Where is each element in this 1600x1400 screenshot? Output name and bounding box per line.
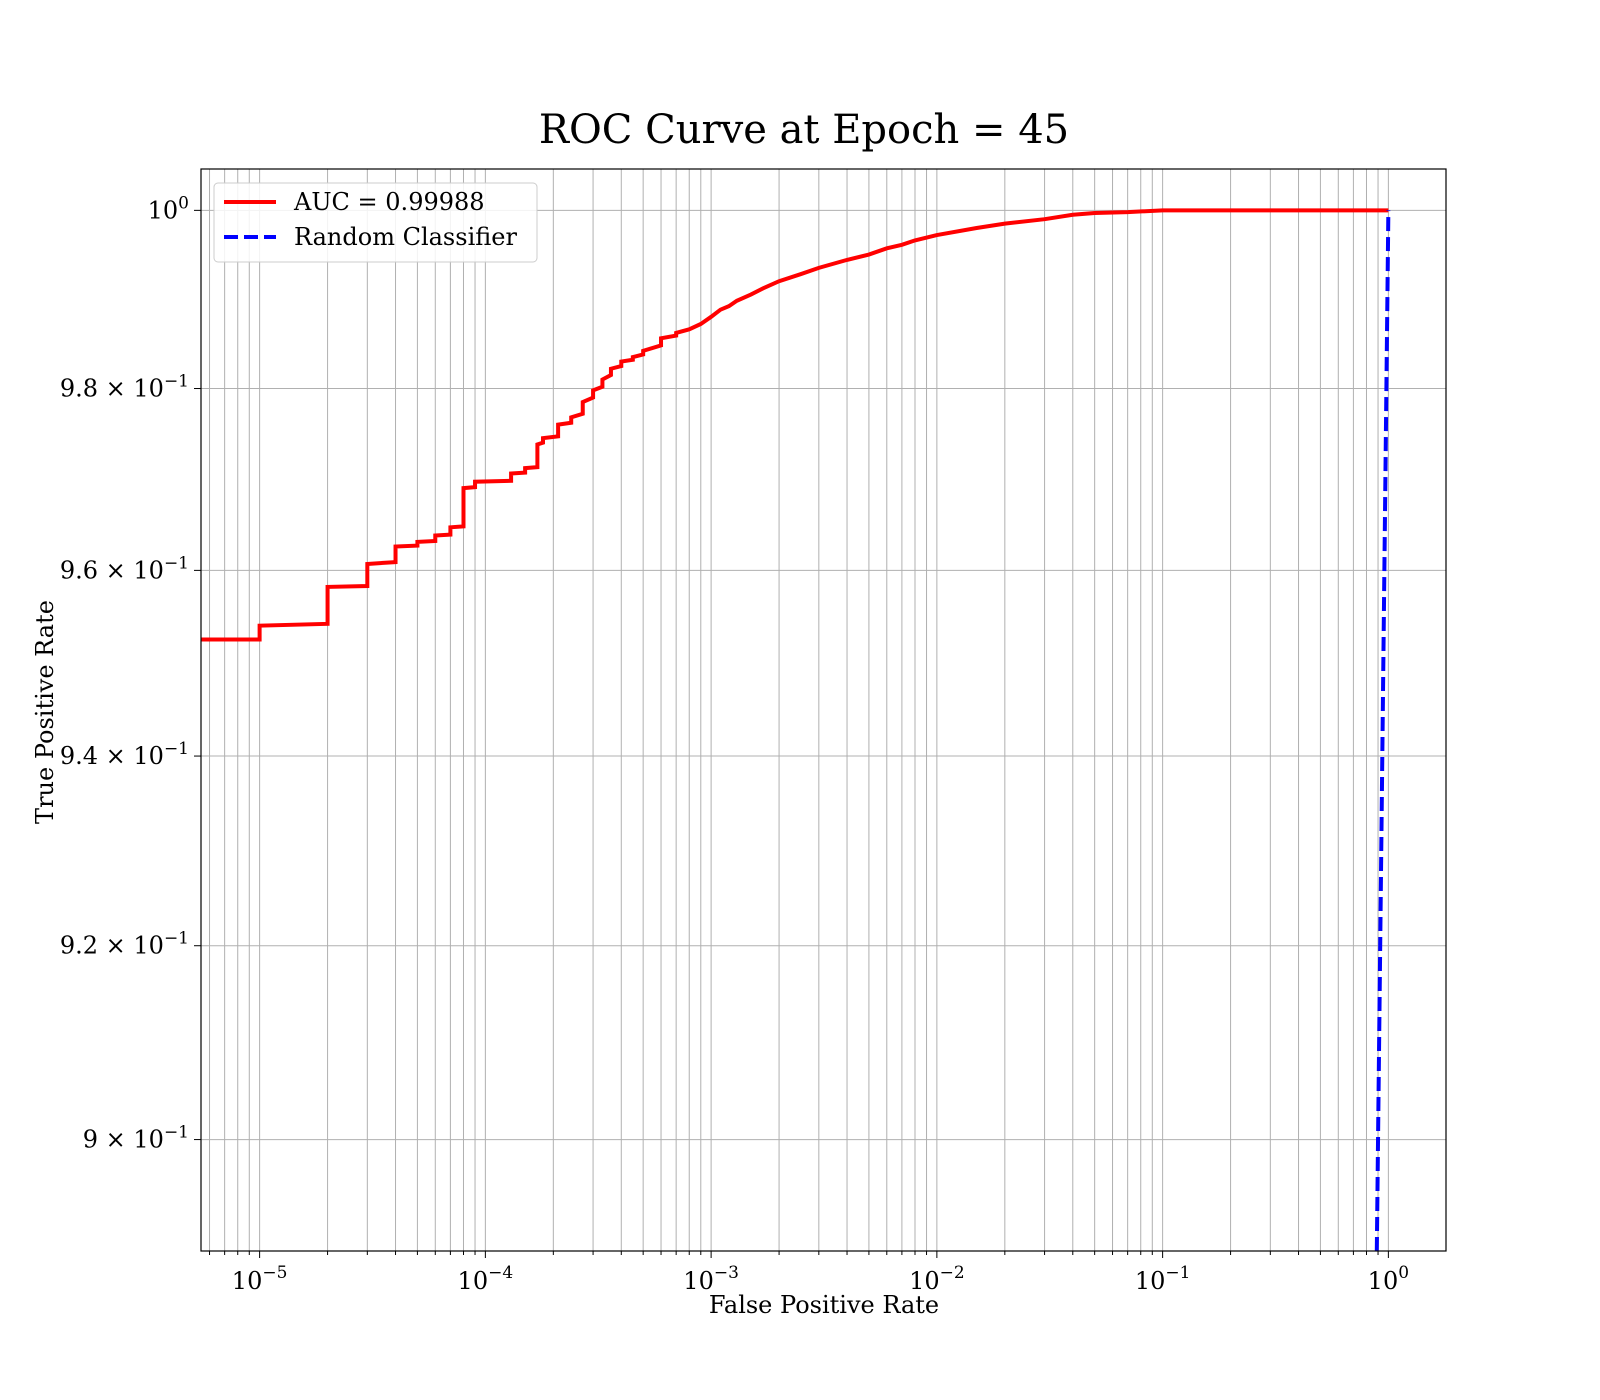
legend-box <box>213 182 538 263</box>
roc-curve-line <box>201 208 1389 642</box>
x-tick-label: 10−2 <box>909 1263 965 1295</box>
legend-label-auc: AUC = 0.99988 <box>293 188 485 216</box>
grid <box>201 169 1446 1251</box>
chart-title: ROC Curve at Epoch = 45 <box>539 107 1069 153</box>
legend-label-random: Random Classifier <box>294 223 517 251</box>
x-tick-label: 10−3 <box>683 1263 739 1295</box>
y-axis-label: True Positive Rate <box>31 600 59 824</box>
y-tick-label: 9.4 × 10−1 <box>60 739 189 770</box>
y-tick-label: 9.2 × 10−1 <box>60 929 189 960</box>
x-tick-label: 10−1 <box>1135 1263 1191 1295</box>
y-tick-label: 9.6 × 10−1 <box>60 553 189 584</box>
legend: AUC = 0.99988 Random Classifier <box>213 182 538 263</box>
axis-ticks: 100 9.8 × 10−1 9.6 × 10−1 9.4 × 10−1 9.2 × 1… <box>60 193 1409 1295</box>
plot-frame <box>200 168 1447 1252</box>
x-axis-label: False Positive Rate <box>709 1291 939 1319</box>
y-tick-label: 9 × 10−1 <box>83 1123 189 1154</box>
y-tick-label: 9.8 × 10−1 <box>60 372 189 403</box>
x-tick-label: 10−4 <box>458 1263 514 1295</box>
random-classifier-line <box>1374 210 1391 1251</box>
plot-series <box>201 208 1391 1251</box>
x-tick-label: 100 <box>1368 1263 1409 1295</box>
x-tick-label: 10−5 <box>232 1263 288 1295</box>
y-tick-label: 100 <box>148 193 189 224</box>
